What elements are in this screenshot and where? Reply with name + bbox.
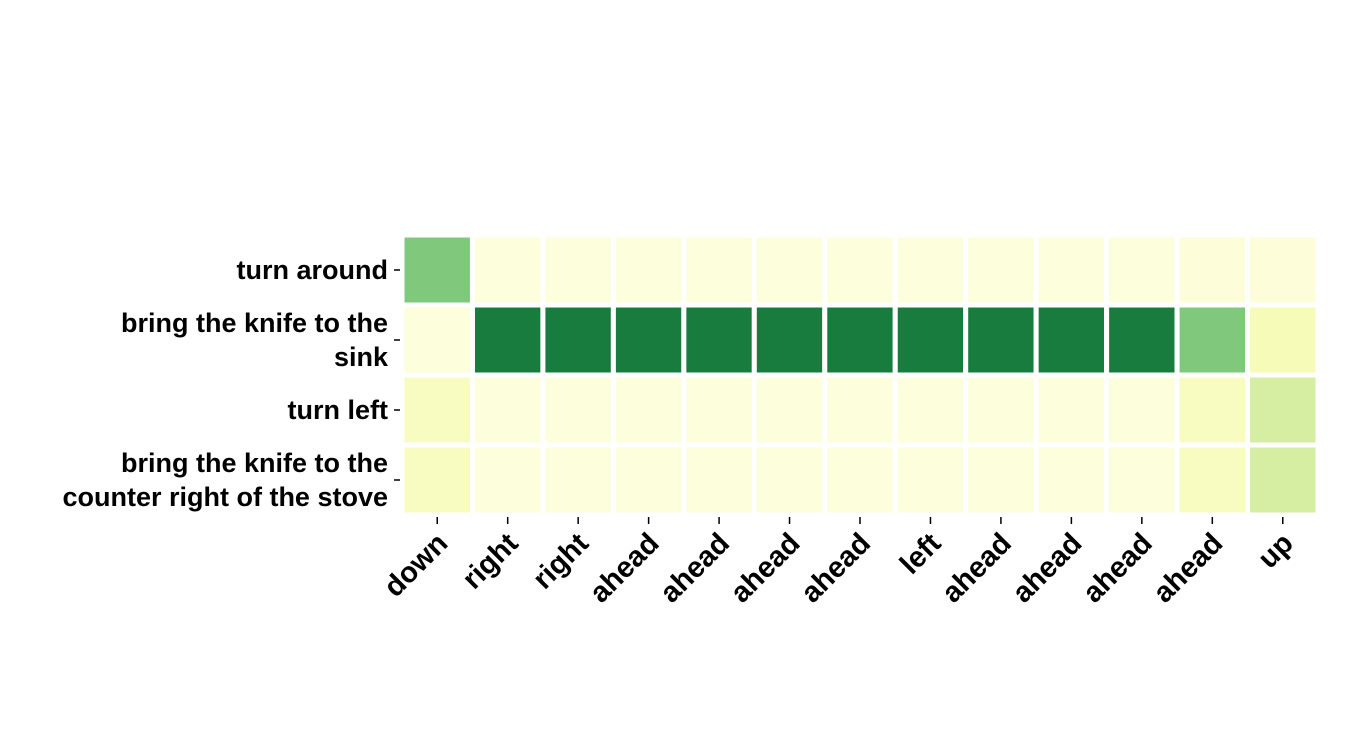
heatmap-cell-r3-c8: [963, 442, 1039, 518]
heatmap-cell-r0-c8: [963, 232, 1039, 308]
column-label-6: ahead: [795, 527, 877, 609]
row-label-3-line-0: bring the knife to the: [121, 448, 388, 478]
row-label-1-line-1: sink: [334, 342, 389, 372]
heatmap-cell-r3-c9: [1033, 442, 1110, 518]
heatmap-cell-r2-c8: [963, 372, 1039, 448]
heatmap-cell-r1-c1: [469, 302, 546, 378]
heatmap-cell-r2-c7: [892, 372, 969, 448]
heatmap-cell-r3-c3: [610, 442, 687, 518]
heatmap-cell-r2-c9: [1033, 372, 1110, 448]
heatmap-cell-r0-c6: [822, 232, 898, 308]
heatmap-cell-r1-c0: [399, 302, 475, 378]
row-label-3: bring the knife to the counter right of t…: [62, 448, 388, 512]
column-label-11: ahead: [1147, 527, 1229, 609]
heatmap-cell-r1-c6: [822, 302, 898, 378]
heatmap-cell-r0-c7: [892, 232, 969, 308]
column-label-12: up: [1252, 527, 1300, 575]
heatmap-cell-r2-c6: [822, 372, 898, 448]
column-label-8: ahead: [936, 527, 1018, 609]
column-label-0: down: [378, 527, 454, 603]
heatmap-cell-r1-c4: [681, 302, 757, 378]
column-label-9: ahead: [1006, 527, 1088, 609]
row-label-1: bring the knife to the sink: [121, 308, 389, 372]
row-labels: turn around bring the knife to the sink tur…: [62, 255, 400, 512]
heatmap-cell-r1-c5: [751, 302, 828, 378]
heatmap-cell-r2-c11: [1174, 372, 1251, 448]
column-label-7: left: [894, 527, 948, 581]
heatmap-cell-r2-c5: [751, 372, 828, 448]
heatmap-cell-r3-c11: [1174, 442, 1251, 518]
heatmap-cell-r3-c7: [892, 442, 969, 518]
row-label-1-line-0: bring the knife to the: [121, 308, 388, 338]
heatmap-cell-r1-c2: [540, 302, 616, 378]
heatmap-cell-r0-c10: [1104, 232, 1180, 308]
heatmap-cell-r0-c11: [1174, 232, 1251, 308]
heatmap-cells: [399, 232, 1321, 518]
heatmap-cell-r2-c10: [1104, 372, 1180, 448]
column-label-10: ahead: [1077, 527, 1159, 609]
row-label-0-line-0: turn around: [237, 255, 388, 285]
heatmap-cell-r2-c1: [469, 372, 546, 448]
heatmap-cell-r3-c12: [1245, 442, 1321, 518]
heatmap-cell-r0-c12: [1245, 232, 1321, 308]
heatmap-cell-r1-c10: [1104, 302, 1180, 378]
heatmap-cell-r0-c3: [610, 232, 687, 308]
heatmap-cell-r0-c0: [399, 232, 475, 308]
column-label-4: ahead: [654, 527, 736, 609]
heatmap-cell-r1-c3: [610, 302, 687, 378]
heatmap-cell-r3-c2: [540, 442, 616, 518]
heatmap-cell-r3-c6: [822, 442, 898, 518]
heatmap-cell-r2-c0: [399, 372, 475, 448]
row-label-0: turn around: [237, 255, 388, 285]
column-label-5: ahead: [725, 527, 807, 609]
heatmap-cell-r1-c11: [1174, 302, 1251, 378]
heatmap-cell-r3-c1: [469, 442, 546, 518]
heatmap-cell-r1-c9: [1033, 302, 1110, 378]
heatmap-cell-r2-c3: [610, 372, 687, 448]
column-label-1: right: [456, 527, 524, 595]
heatmap-cell-r1-c12: [1245, 302, 1321, 378]
heatmap-cell-r3-c5: [751, 442, 828, 518]
row-label-2: turn left: [288, 395, 389, 425]
heatmap-cell-r0-c1: [469, 232, 546, 308]
heatmap-cell-r0-c5: [751, 232, 828, 308]
row-label-2-line-0: turn left: [288, 395, 389, 425]
column-label-3: ahead: [584, 527, 666, 609]
heatmap-cell-r0-c9: [1033, 232, 1110, 308]
heatmap-cell-r2-c2: [540, 372, 616, 448]
heatmap-cell-r2-c4: [681, 372, 757, 448]
heatmap-cell-r3-c4: [681, 442, 757, 518]
row-label-3-line-1: counter right of the stove: [62, 482, 388, 512]
heatmap-cell-r3-c0: [399, 442, 475, 518]
heatmap-cell-r0-c4: [681, 232, 757, 308]
heatmap-cell-r1-c8: [963, 302, 1039, 378]
heatmap-cell-r3-c10: [1104, 442, 1180, 518]
heatmap-cell-r2-c12: [1245, 372, 1321, 448]
heatmap-cell-r0-c2: [540, 232, 616, 308]
heatmap-cell-r1-c7: [892, 302, 969, 378]
